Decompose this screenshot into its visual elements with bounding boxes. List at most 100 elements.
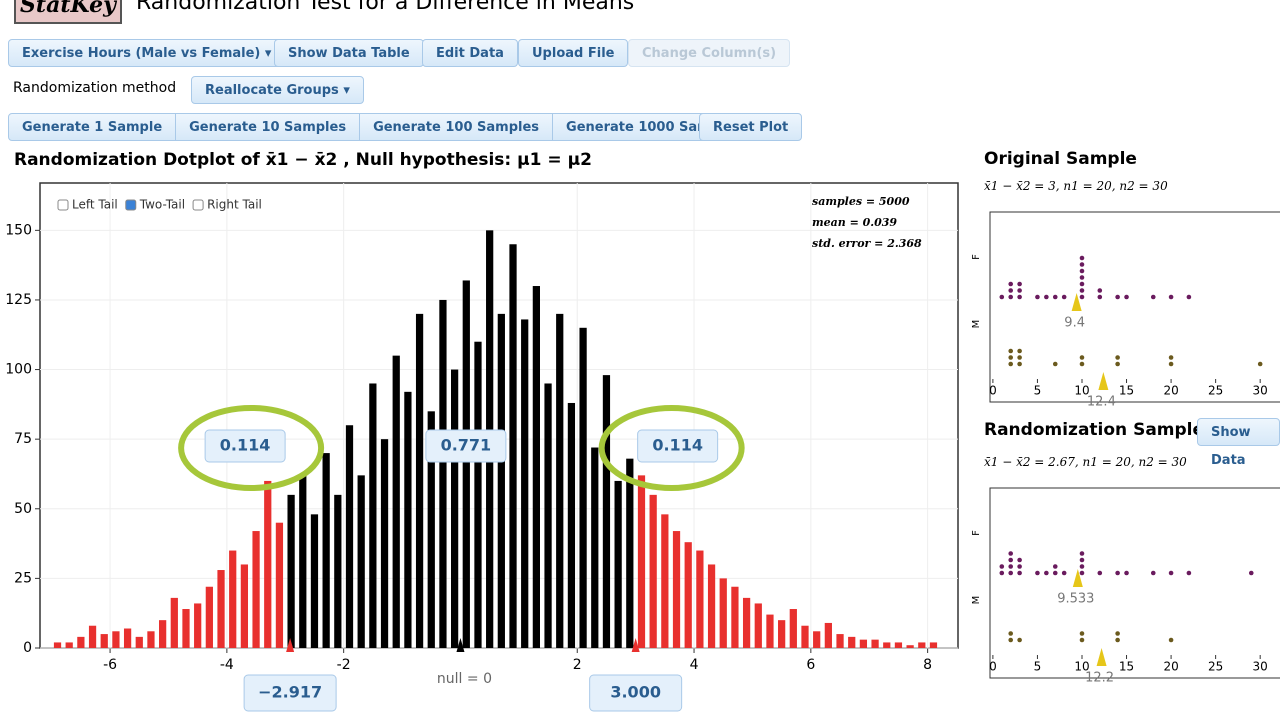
proportion-box bbox=[204, 429, 286, 463]
bar bbox=[217, 570, 225, 648]
cutoff-marker bbox=[631, 638, 640, 652]
button[interactable]: Generate 100 Samples bbox=[359, 113, 554, 141]
dot bbox=[1017, 288, 1022, 293]
x-tick-label: 10 bbox=[1074, 660, 1089, 674]
dot bbox=[1079, 570, 1085, 576]
dot bbox=[1079, 355, 1085, 360]
dot bbox=[1017, 361, 1022, 367]
bar bbox=[240, 564, 249, 648]
dot bbox=[999, 294, 1005, 300]
highlight-circle bbox=[178, 405, 325, 491]
dot bbox=[1017, 348, 1022, 354]
dot bbox=[1008, 348, 1014, 354]
dot bbox=[1168, 361, 1174, 367]
bar bbox=[427, 411, 435, 648]
dot bbox=[1017, 564, 1022, 569]
checkbox[interactable] bbox=[57, 199, 69, 211]
dot bbox=[1008, 637, 1014, 643]
group-label: F bbox=[971, 530, 982, 536]
mean-label: 9.4 bbox=[1064, 316, 1085, 331]
dot bbox=[1061, 570, 1067, 576]
checkbox-label: Two-Tail bbox=[139, 198, 185, 212]
cutoff-label: −2.917 bbox=[258, 683, 322, 702]
x-tick-label: 5 bbox=[1034, 660, 1042, 674]
dot bbox=[1168, 570, 1174, 576]
cutoff-box[interactable] bbox=[243, 674, 337, 712]
dot bbox=[1097, 294, 1103, 300]
button[interactable]: Generate 10 Samples bbox=[175, 113, 361, 141]
bar bbox=[801, 625, 809, 648]
null-marker bbox=[456, 638, 465, 652]
method-dropdown[interactable]: Reallocate Groups ▾ bbox=[191, 76, 364, 104]
bar bbox=[719, 578, 727, 648]
bar bbox=[147, 631, 155, 648]
mean-label: 12.2 bbox=[1085, 671, 1114, 686]
bar bbox=[369, 383, 377, 648]
checkbox-label: Right Tail bbox=[207, 198, 262, 212]
x-tick-label: -6 bbox=[103, 657, 117, 673]
dot bbox=[1017, 355, 1022, 360]
bar bbox=[334, 494, 342, 648]
cutoff-box[interactable] bbox=[589, 674, 683, 712]
y-tick-label: 100 bbox=[5, 362, 32, 378]
proportion-box bbox=[425, 429, 507, 463]
bar bbox=[672, 531, 681, 648]
dot bbox=[1168, 355, 1174, 360]
dot bbox=[1124, 570, 1129, 576]
logo[interactable]: StatKey bbox=[14, 0, 122, 24]
bar bbox=[123, 628, 132, 648]
bar bbox=[135, 636, 143, 648]
x-tick-label: 20 bbox=[1163, 384, 1178, 398]
checkbox[interactable] bbox=[192, 199, 204, 211]
dot bbox=[1008, 570, 1014, 576]
dot bbox=[1150, 294, 1156, 300]
dot bbox=[1079, 262, 1085, 267]
button[interactable]: Upload File bbox=[518, 39, 629, 67]
bar bbox=[392, 355, 400, 648]
bar bbox=[591, 447, 599, 648]
dot bbox=[1168, 294, 1174, 300]
dot bbox=[1115, 294, 1120, 300]
dataset-dropdown[interactable]: Exercise Hours (Male vs Female) ▾ bbox=[8, 39, 286, 67]
mean-marker bbox=[1098, 372, 1109, 390]
mean-label: 12.4 bbox=[1087, 395, 1116, 410]
dot bbox=[999, 570, 1005, 576]
bar bbox=[357, 475, 365, 648]
bar bbox=[310, 514, 319, 648]
x-tick-label: 30 bbox=[1253, 384, 1268, 398]
bar bbox=[602, 375, 611, 648]
dot bbox=[1017, 557, 1022, 563]
button[interactable]: Edit Data bbox=[422, 39, 518, 67]
dot bbox=[1097, 288, 1103, 293]
bar bbox=[567, 402, 576, 648]
bar bbox=[661, 514, 669, 648]
bar bbox=[474, 341, 482, 648]
mean-marker bbox=[1072, 569, 1083, 587]
bar bbox=[579, 327, 587, 648]
reset-button[interactable]: Reset Plot bbox=[699, 113, 803, 141]
button[interactable]: Generate 1 Sample bbox=[8, 113, 177, 141]
bar bbox=[275, 522, 284, 648]
bar bbox=[883, 642, 891, 648]
bar bbox=[906, 645, 914, 648]
bar bbox=[112, 631, 120, 648]
dot bbox=[1115, 637, 1120, 643]
bar bbox=[532, 286, 540, 648]
group-label: M bbox=[971, 320, 982, 329]
cutoff-label: 3.000 bbox=[610, 683, 661, 702]
bar bbox=[65, 642, 73, 648]
checkbox[interactable] bbox=[125, 199, 137, 211]
x-tick-label: 0 bbox=[989, 384, 997, 398]
bar bbox=[194, 603, 202, 648]
chart-title: Randomization Dotplot of x̄1 − x̄2 , Nul… bbox=[14, 150, 592, 170]
button[interactable]: Show Data bbox=[1197, 418, 1280, 468]
dot bbox=[1061, 294, 1067, 300]
app-title: Randomization Test for a Difference in M… bbox=[136, 0, 635, 15]
button[interactable]: Show Data Table bbox=[274, 39, 424, 67]
y-tick-label: 125 bbox=[5, 292, 32, 308]
bar bbox=[626, 458, 634, 648]
dot bbox=[1115, 355, 1120, 360]
dot bbox=[1115, 361, 1120, 367]
bar bbox=[53, 642, 62, 648]
